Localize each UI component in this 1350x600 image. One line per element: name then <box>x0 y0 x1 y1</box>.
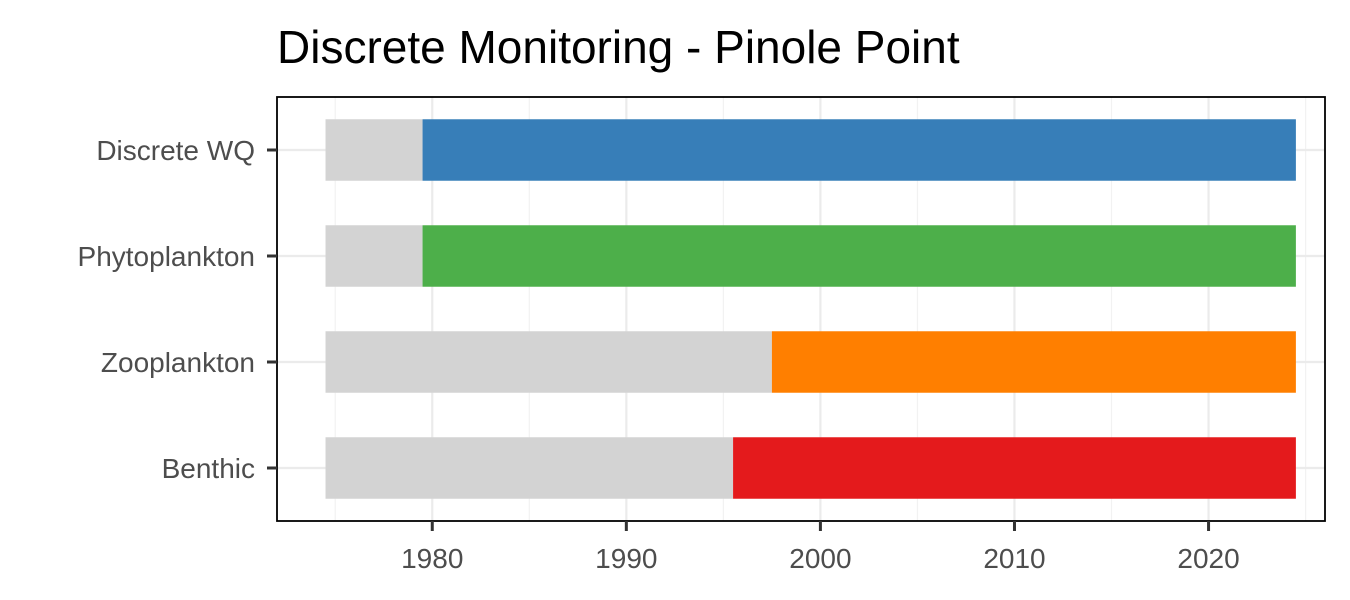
y-tick-label: Zooplankton <box>101 347 255 378</box>
y-tick-label: Discrete WQ <box>96 135 255 166</box>
x-tick-label: 2020 <box>1177 543 1239 574</box>
chart-title: Discrete Monitoring - Pinole Point <box>277 21 960 73</box>
bar-data-record-discrete-wq <box>422 119 1296 181</box>
bar-data-record-phytoplankton <box>422 225 1296 287</box>
bars <box>325 119 1296 499</box>
bar-full-period-discrete-wq <box>325 119 423 181</box>
x-tick-label: 1980 <box>401 543 463 574</box>
bar-data-record-benthic <box>733 437 1296 499</box>
y-tick-label: Benthic <box>162 453 255 484</box>
plot-panel-border <box>276 96 1326 522</box>
bar-full-period-phytoplankton <box>325 225 423 287</box>
bar-full-period-benthic <box>325 437 734 499</box>
bar-data-record-zooplankton <box>771 331 1296 393</box>
x-tick-label: 1990 <box>595 543 657 574</box>
bar-full-period-zooplankton <box>325 331 772 393</box>
y-axis: Discrete WQ Phytoplankton Zooplankton Benth… <box>78 135 277 484</box>
x-axis: 1980 1990 2000 2010 2020 <box>401 521 1240 574</box>
x-tick-label: 2010 <box>983 543 1045 574</box>
x-tick-label: 2000 <box>789 543 851 574</box>
y-tick-label: Phytoplankton <box>78 241 255 272</box>
